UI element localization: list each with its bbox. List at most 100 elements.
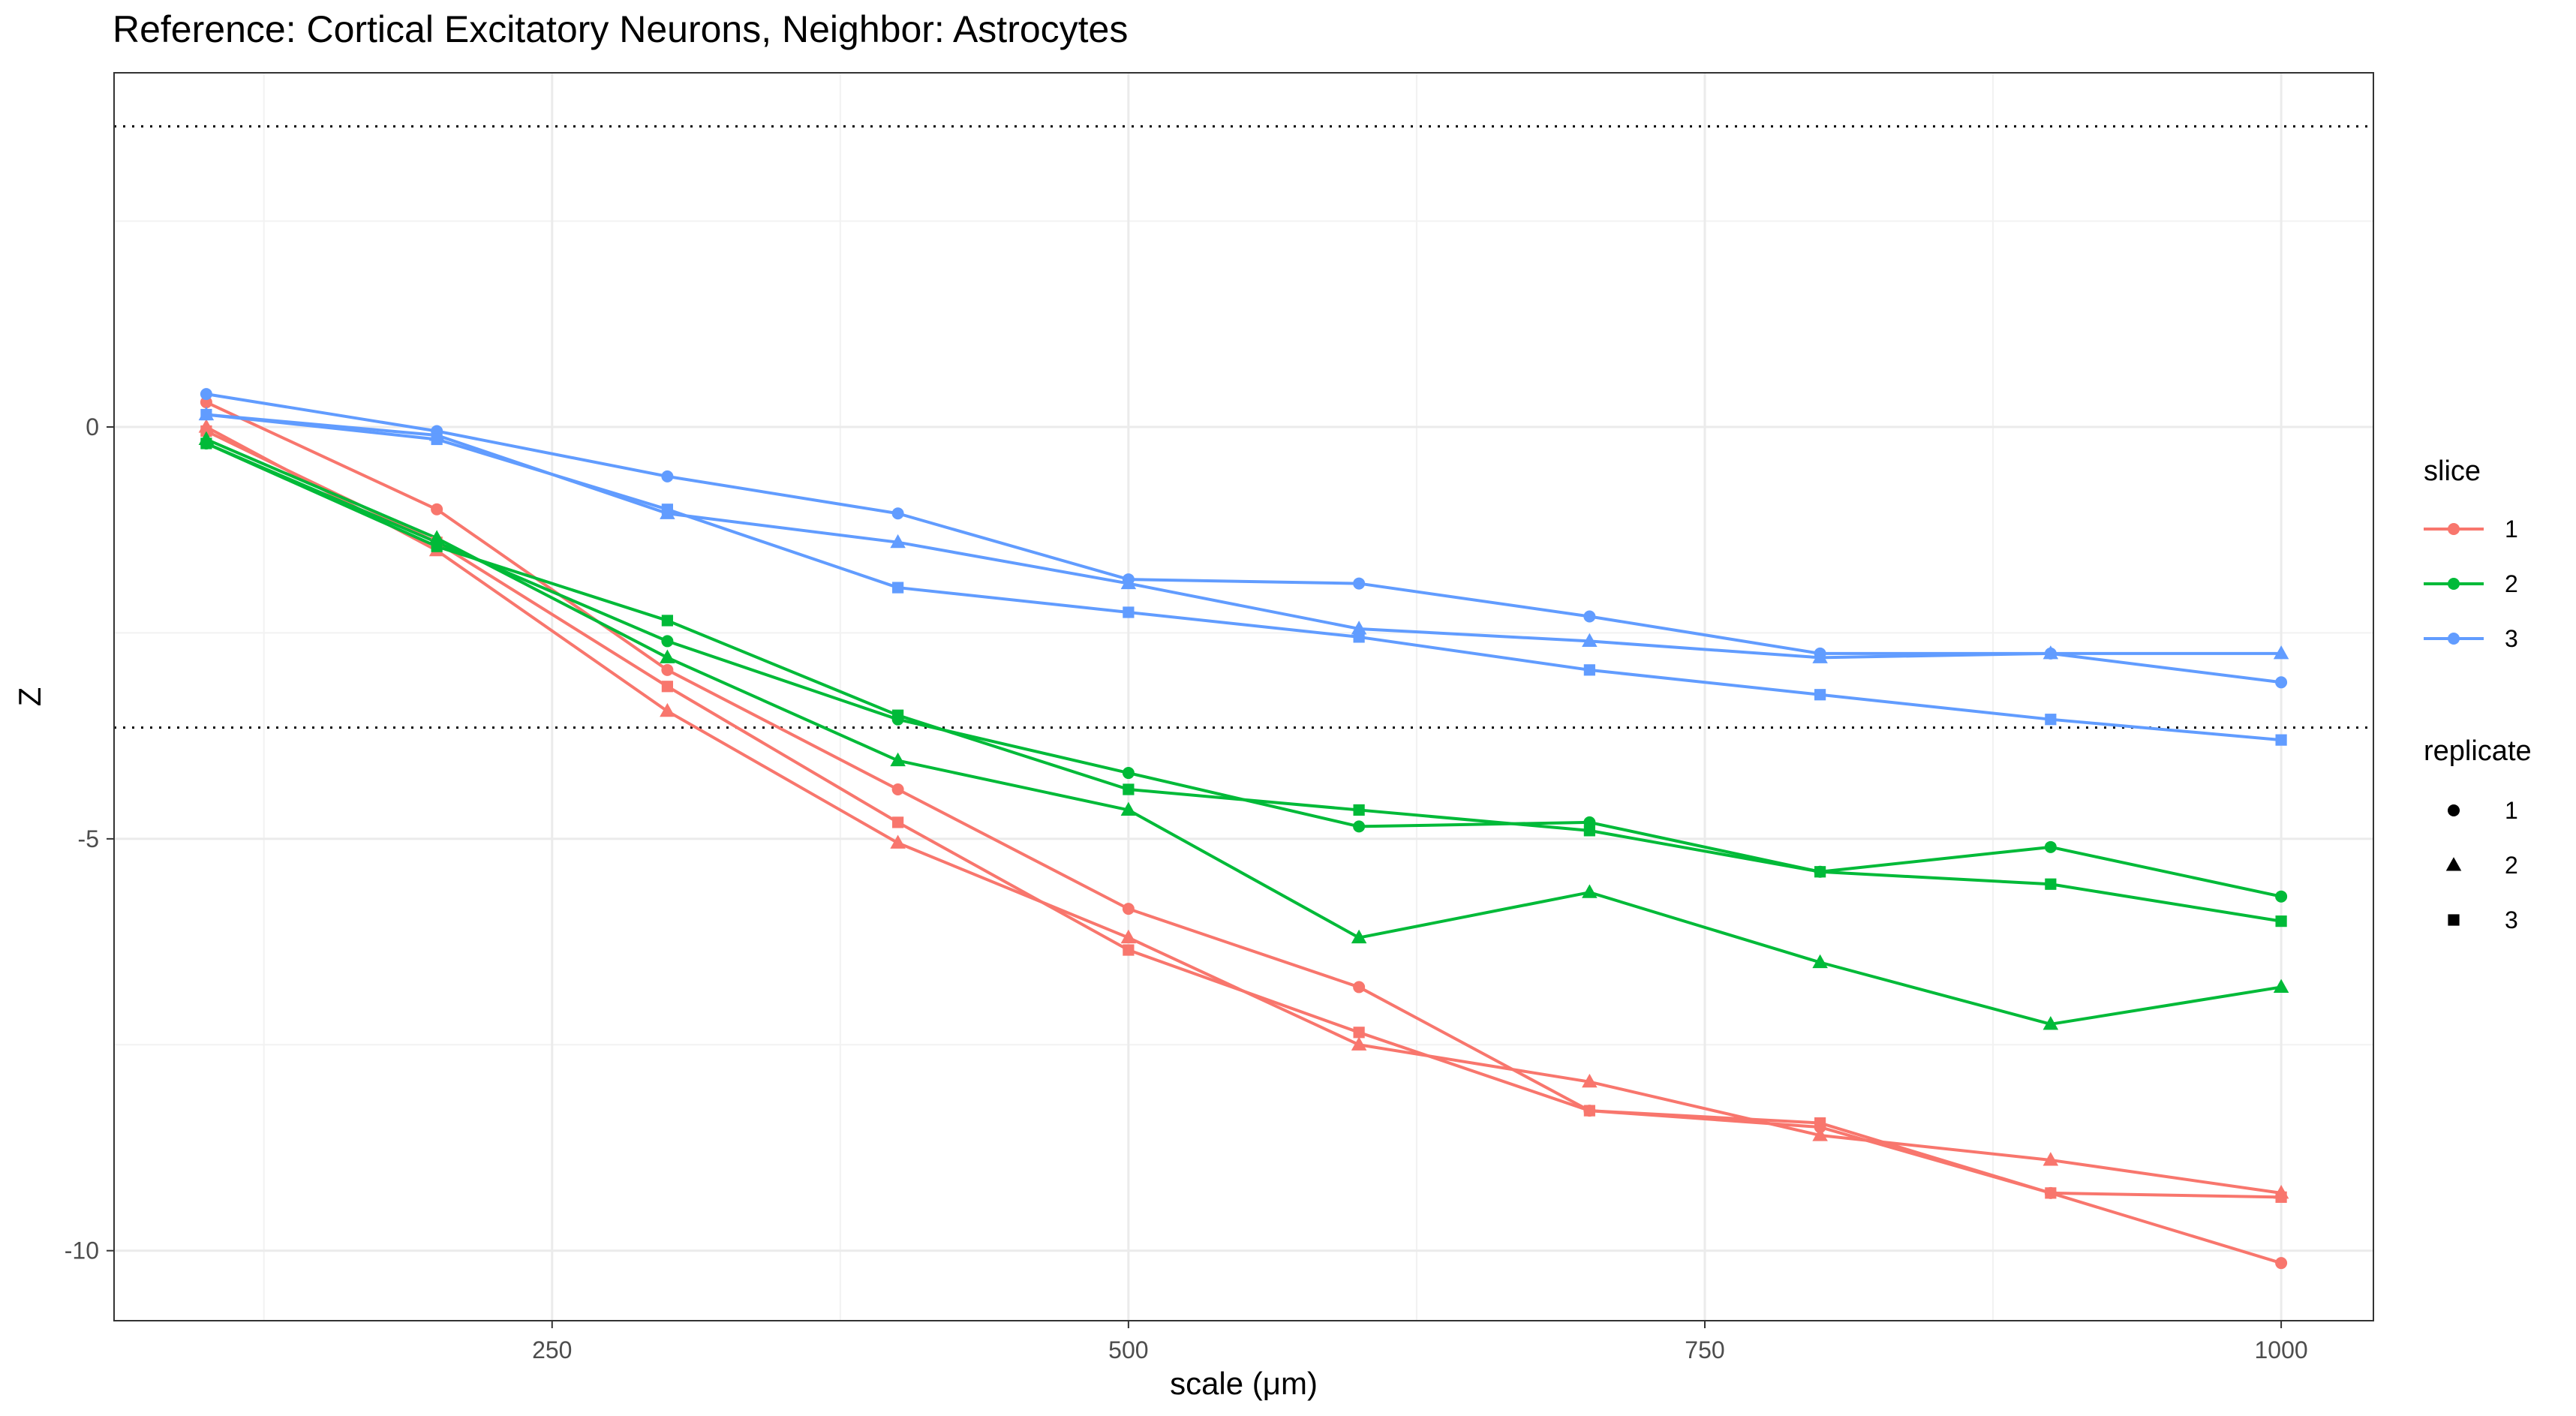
- data-point-slice1-rep2: [890, 834, 906, 849]
- data-point-slice1-rep2: [1812, 1127, 1828, 1141]
- data-point-slice3-rep1: [1353, 577, 1366, 590]
- data-point-slice3-rep2: [1582, 633, 1598, 647]
- data-point-slice2-rep2: [428, 530, 445, 544]
- legend: slice replicate 1 2 3 1 2 3: [2424, 455, 2532, 933]
- data-point-slice3-rep3: [200, 408, 212, 421]
- data-point-slice1-rep2: [1120, 929, 1137, 944]
- x-axis-title: scale (μm): [1170, 1366, 1318, 1401]
- legend-replicate-marker-1: [2448, 804, 2460, 816]
- y-axis-title: Z: [12, 687, 47, 707]
- legend-slice-title: slice: [2424, 455, 2481, 487]
- data-point-slice3-rep3: [661, 504, 673, 516]
- data-point-slice3-rep2: [2273, 645, 2289, 660]
- data-point-slice1-rep1: [1353, 981, 1366, 994]
- x-tick-label: 500: [1108, 1336, 1148, 1363]
- series-line-slice2-rep2: [206, 437, 2282, 1026]
- data-point-slice3-rep3: [1583, 664, 1595, 676]
- data-point-slice2-rep1: [1353, 820, 1366, 833]
- series-line-slice2-rep3: [206, 442, 2282, 923]
- data-point-slice1-rep2: [1582, 1073, 1598, 1088]
- data-point-slice1-rep1: [661, 663, 674, 676]
- data-point-slice1-rep3: [661, 681, 673, 693]
- data-point-slice2-rep1: [2044, 840, 2057, 853]
- x-tick-label: 250: [532, 1336, 572, 1363]
- data-point-slice1-rep2: [660, 702, 675, 717]
- data-point-slice3-rep2: [1812, 649, 1828, 663]
- data-point-slice2-rep3: [1583, 825, 1595, 837]
- data-point-slice3-rep3: [892, 582, 904, 594]
- data-point-slice2-rep2: [2042, 1016, 2059, 1030]
- data-point-slice3-rep2: [890, 534, 906, 549]
- data-point-slice2-rep1: [1122, 767, 1135, 780]
- grid-lines: [114, 73, 2373, 1321]
- data-points: [198, 388, 2289, 1270]
- data-point-slice3-rep3: [431, 433, 443, 446]
- data-point-slice3-rep3: [2275, 734, 2287, 746]
- data-point-slice2-rep2: [2273, 979, 2289, 993]
- y-tick-label: 0: [86, 413, 99, 440]
- data-point-slice3-rep3: [1353, 631, 1365, 643]
- x-tick-label: 750: [1685, 1336, 1724, 1363]
- data-point-slice1-rep1: [431, 503, 443, 516]
- data-point-slice2-rep3: [431, 540, 443, 552]
- data-point-slice3-rep3: [1814, 689, 1826, 701]
- series-line-slice2-rep1: [206, 442, 2282, 898]
- data-point-slice2-rep3: [1353, 804, 1365, 816]
- series-line-slice3-rep3: [206, 413, 2282, 742]
- data-point-slice2-rep2: [1351, 929, 1367, 944]
- data-point-slice2-rep3: [2045, 878, 2057, 890]
- data-point-slice1-rep3: [2275, 1191, 2287, 1203]
- legend-slice-label-2: 2: [2505, 570, 2518, 597]
- legend-slice-marker-3: [2448, 633, 2460, 645]
- series-line-slice1-rep1: [206, 401, 2282, 1265]
- data-point-slice1-rep1: [2275, 1257, 2288, 1270]
- data-point-slice2-rep3: [892, 709, 904, 721]
- reference-lines: [114, 125, 2373, 729]
- legend-replicate-marker-3: [2448, 914, 2460, 926]
- data-point-slice3-rep3: [1123, 606, 1135, 618]
- legend-slice-label-3: 3: [2505, 625, 2518, 652]
- legend-slice-label-1: 1: [2505, 516, 2518, 543]
- data-point-slice1-rep3: [200, 425, 212, 437]
- data-point-slice3-rep1: [661, 470, 674, 483]
- data-point-slice1-rep1: [891, 783, 904, 795]
- legend-slice-marker-2: [2448, 578, 2460, 590]
- data-point-slice2-rep2: [890, 752, 906, 767]
- data-point-slice2-rep3: [200, 437, 212, 449]
- data-point-slice2-rep3: [1814, 866, 1826, 878]
- data-point-slice2-rep3: [1123, 783, 1135, 795]
- series-line-slice1-rep3: [206, 429, 2282, 1199]
- data-point-slice2-rep2: [1812, 954, 1828, 969]
- data-point-slice3-rep3: [2045, 714, 2057, 726]
- data-point-slice2-rep2: [1582, 884, 1598, 898]
- legend-replicate-marker-2: [2445, 857, 2462, 871]
- data-point-slice1-rep3: [1814, 1117, 1826, 1129]
- data-point-slice3-rep2: [2042, 645, 2059, 660]
- data-point-slice1-rep3: [2045, 1187, 2057, 1199]
- series-lines: [205, 392, 2282, 1265]
- data-point-slice2-rep2: [660, 649, 675, 663]
- plot-panel-border: [113, 72, 2374, 1321]
- data-point-slice3-rep2: [1351, 621, 1367, 635]
- data-point-slice1-rep2: [2042, 1152, 2059, 1166]
- axes: scale (μm) Z 250 500 750 1000 0 -5 -10: [12, 413, 2308, 1401]
- data-point-slice3-rep1: [1583, 610, 1596, 623]
- data-point-slice1-rep3: [1123, 944, 1135, 956]
- y-tick-label: -5: [78, 825, 99, 852]
- data-point-slice2-rep1: [661, 635, 674, 648]
- legend-replicate-label-2: 2: [2505, 852, 2518, 879]
- data-point-slice3-rep1: [200, 388, 212, 401]
- data-point-slice1-rep3: [1353, 1027, 1365, 1039]
- series-line-slice1-rep2: [205, 425, 2282, 1195]
- data-point-slice1-rep3: [892, 816, 904, 828]
- data-point-slice1-rep3: [1583, 1105, 1595, 1117]
- data-point-slice2-rep3: [2275, 915, 2287, 927]
- data-point-slice2-rep2: [1120, 801, 1137, 816]
- data-point-slice3-rep1: [891, 507, 904, 520]
- legend-replicate-label-3: 3: [2505, 906, 2518, 933]
- data-point-slice1-rep1: [1122, 903, 1135, 915]
- legend-replicate-title: replicate: [2424, 735, 2532, 767]
- series-line-slice3-rep2: [206, 413, 2282, 660]
- legend-slice-marker-1: [2448, 523, 2460, 535]
